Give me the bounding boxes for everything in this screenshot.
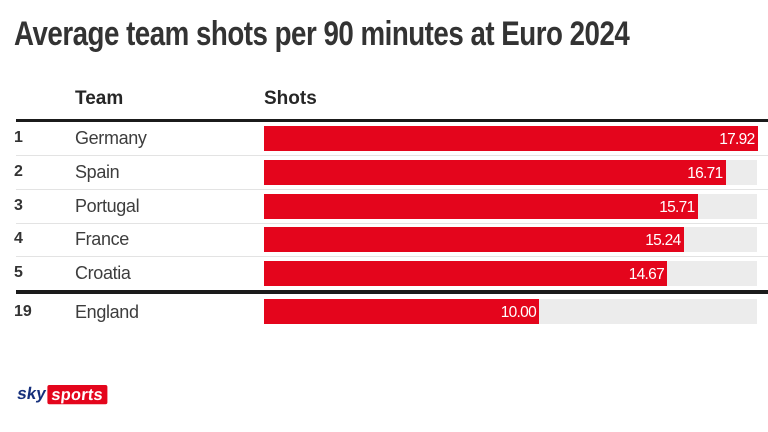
svg-text:sky: sky [16,384,48,403]
svg-text:sports: sports [50,385,104,404]
